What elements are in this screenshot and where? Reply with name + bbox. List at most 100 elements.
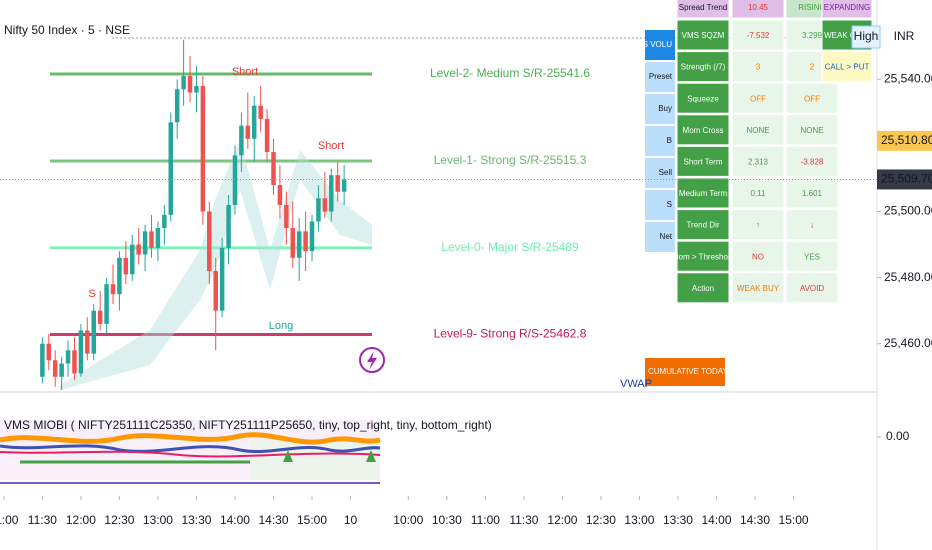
- table-text: Action: [692, 284, 714, 293]
- table-text: VMS SQZM: [682, 31, 725, 40]
- y-tick-label: 25,500.00: [884, 204, 932, 218]
- candle-body: [226, 204, 231, 248]
- candle-body: [104, 284, 109, 324]
- indicator-line: [0, 432, 381, 445]
- table-text: 3: [756, 63, 761, 72]
- annotation: Short: [318, 140, 344, 152]
- table-text: Strength (/7): [681, 63, 726, 72]
- table-text: -3.828: [801, 158, 824, 167]
- candle-body: [335, 175, 340, 192]
- x-tick-label: 13:00: [624, 513, 654, 527]
- panel-label: B: [667, 136, 672, 145]
- candle-body: [264, 118, 270, 153]
- candle-body: [65, 350, 71, 364]
- table-text: ↓: [810, 221, 814, 230]
- table-cell: [785, 145, 839, 177]
- y-tick-label: 25,540.00: [884, 71, 932, 85]
- table-cell: [731, 19, 785, 51]
- table-text: NONE: [746, 126, 769, 135]
- candle-body: [194, 85, 199, 93]
- candle-body: [59, 363, 64, 377]
- y-tick-label: 25,480.00: [884, 270, 932, 284]
- table-text: Short Term: [684, 158, 723, 167]
- table-cell: [731, 51, 785, 83]
- table-text: Mom Cross: [683, 126, 724, 135]
- candle-body: [110, 284, 116, 295]
- panel-label: S: [667, 200, 672, 209]
- table-text: YES: [804, 252, 820, 261]
- table-text: OFF: [750, 94, 766, 103]
- panel-label: VMS VOLU: [631, 40, 673, 49]
- candle-body: [40, 343, 45, 377]
- x-tick-label: 12:00: [547, 513, 577, 527]
- table-text: Spread Trend: [679, 3, 727, 12]
- table-cell: [676, 114, 730, 146]
- annotation: Long: [269, 320, 293, 332]
- panel-cell: [645, 126, 675, 156]
- panel-cell: [645, 94, 675, 124]
- candle-body: [200, 85, 206, 212]
- candle-body: [296, 231, 302, 258]
- candle-body: [303, 231, 308, 252]
- price-tag: [877, 130, 932, 151]
- candle-body: [316, 198, 321, 222]
- table-text: 0.11: [751, 189, 767, 198]
- panel-label: Buy: [658, 104, 672, 113]
- x-tick-label: 12:30: [104, 513, 134, 527]
- table-cell: [676, 240, 730, 272]
- candle-body: [213, 271, 218, 311]
- table-cell: [731, 82, 785, 114]
- level-label: Level-1- Strong S/R-25515.3: [434, 153, 587, 167]
- table-text: WEAK BUY: [737, 284, 780, 293]
- y2-tick-label: 0.00: [886, 429, 910, 443]
- candle-body: [72, 350, 77, 374]
- indicator-bg: [250, 440, 380, 480]
- candle-body: [142, 231, 148, 255]
- table-cell: [821, 51, 873, 83]
- table-text: NONE: [800, 126, 823, 135]
- table-cell: [676, 209, 730, 241]
- table-text: Trend Dir: [686, 221, 719, 230]
- indicator-line: [0, 450, 381, 458]
- high-box: [851, 25, 881, 49]
- candle-body: [271, 152, 276, 186]
- table-cell: [785, 240, 839, 272]
- x-tick-label: 15:00: [297, 513, 327, 527]
- x-tick-label: 11:30: [509, 513, 538, 527]
- table-text: RISING: [798, 3, 826, 12]
- table-cell: [676, 51, 730, 83]
- panel-cell: [645, 222, 675, 252]
- candle-body: [187, 76, 193, 93]
- candle-body: [85, 330, 90, 354]
- table-cell: [731, 0, 785, 19]
- candle-body: [232, 155, 238, 205]
- table-cell: [785, 82, 839, 114]
- x-tick-label: 10:30: [432, 513, 462, 527]
- table-text: WEAK CALL: [824, 31, 870, 40]
- candle-body: [52, 360, 58, 377]
- indicator-line: [0, 444, 381, 454]
- table-text: 2: [810, 63, 815, 72]
- table-cell: [785, 272, 839, 304]
- x-tick-label: 13:00: [143, 513, 173, 527]
- panel-cell: [645, 30, 675, 60]
- table-text: NO: [752, 252, 764, 261]
- candle-body: [284, 204, 289, 229]
- table-cell: [731, 177, 785, 209]
- price-tag: [877, 169, 932, 190]
- table-text: Mom > Threshold: [672, 252, 734, 261]
- x-tick-label: 11:00: [0, 513, 19, 527]
- title-bg: [0, 22, 112, 40]
- table-cell: [676, 19, 730, 51]
- candle-body: [207, 211, 212, 272]
- level-label: Level-2- Medium S/R-25541.6: [430, 66, 590, 80]
- level-label: Level-0- Major S/R-25489: [441, 240, 579, 254]
- candle-body: [136, 244, 141, 255]
- table-text: Squeeze: [687, 94, 719, 103]
- x-tick-label: 13:30: [181, 513, 211, 527]
- candle-body: [251, 105, 257, 139]
- candle-body: [78, 330, 84, 374]
- candle-body: [239, 125, 244, 156]
- table-cell: [676, 272, 730, 304]
- chart-title: Nifty 50 Index · 5 · NSE: [4, 23, 130, 37]
